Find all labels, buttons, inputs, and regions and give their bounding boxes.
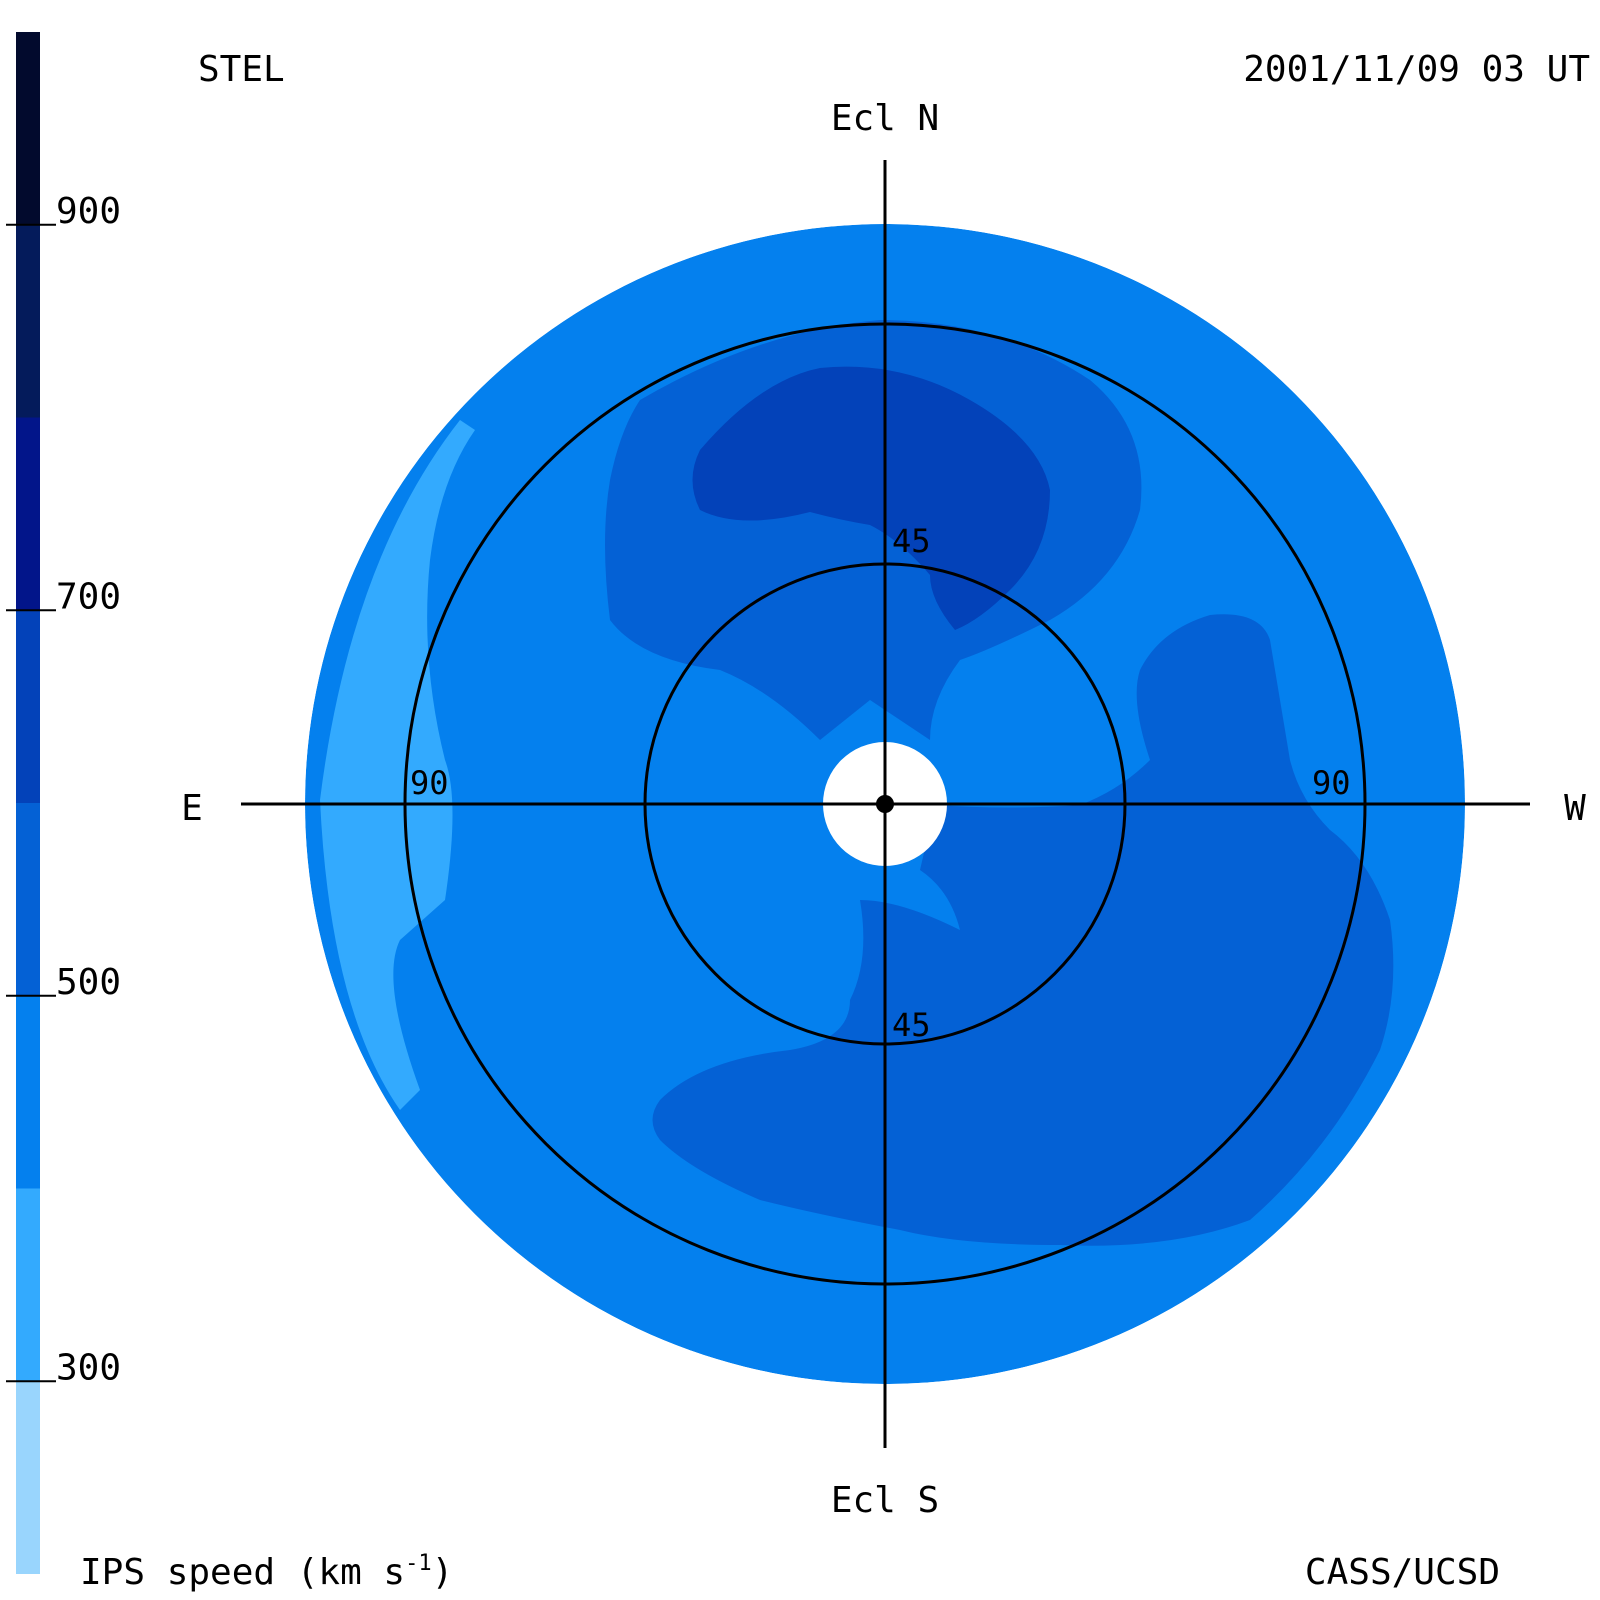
- south-medium-region: [652, 614, 1394, 1246]
- colorbar-band-700-800: [16, 417, 40, 611]
- colorbar-ticks: 300 500 700 900: [6, 191, 121, 1388]
- colorbar-band-800-900: [16, 224, 40, 418]
- colorbar: [16, 32, 40, 1574]
- colorbar-tick-label-700: 700: [56, 576, 121, 617]
- observatory-label: STEL: [198, 49, 285, 90]
- east-rim-region: [320, 420, 475, 1110]
- colorbar-band-500-600: [16, 803, 40, 996]
- ring-45-south-label: 45: [892, 1006, 931, 1044]
- colorbar-band-300-400: [16, 1188, 40, 1382]
- colorbar-label-close: ): [432, 1552, 454, 1593]
- ring-90-west-label: 90: [1312, 764, 1351, 802]
- ring-45-north-label: 45: [892, 522, 931, 560]
- colorbar-tick-label-900: 900: [56, 191, 121, 232]
- ring-90-east-label: 90: [410, 764, 449, 802]
- colorbar-band-200-300: [16, 1381, 40, 1574]
- colorbar-label-exponent: -1: [405, 1551, 432, 1576]
- colorbar-tick-label-500: 500: [56, 962, 121, 1003]
- north-fast-core-region: [692, 366, 1050, 630]
- colorbar-band-600-700: [16, 610, 40, 803]
- colorbar-label-text: IPS speed (km s: [80, 1552, 405, 1593]
- colorbar-tick-label-300: 300: [56, 1347, 121, 1388]
- colorbar-label: IPS speed (km s-1): [80, 1551, 453, 1593]
- ecliptic-north-label: Ecl N: [831, 98, 939, 139]
- timestamp-label: 2001/11/09 03 UT: [1243, 49, 1590, 90]
- colorbar-band-900-1000: [16, 32, 40, 225]
- west-label: W: [1564, 788, 1586, 829]
- sun-center-marker: [876, 795, 894, 813]
- colorbar-band-400-500: [16, 995, 40, 1189]
- east-label: E: [181, 788, 203, 829]
- credit-label: CASS/UCSD: [1305, 1552, 1500, 1593]
- ecliptic-south-label: Ecl S: [831, 1480, 939, 1521]
